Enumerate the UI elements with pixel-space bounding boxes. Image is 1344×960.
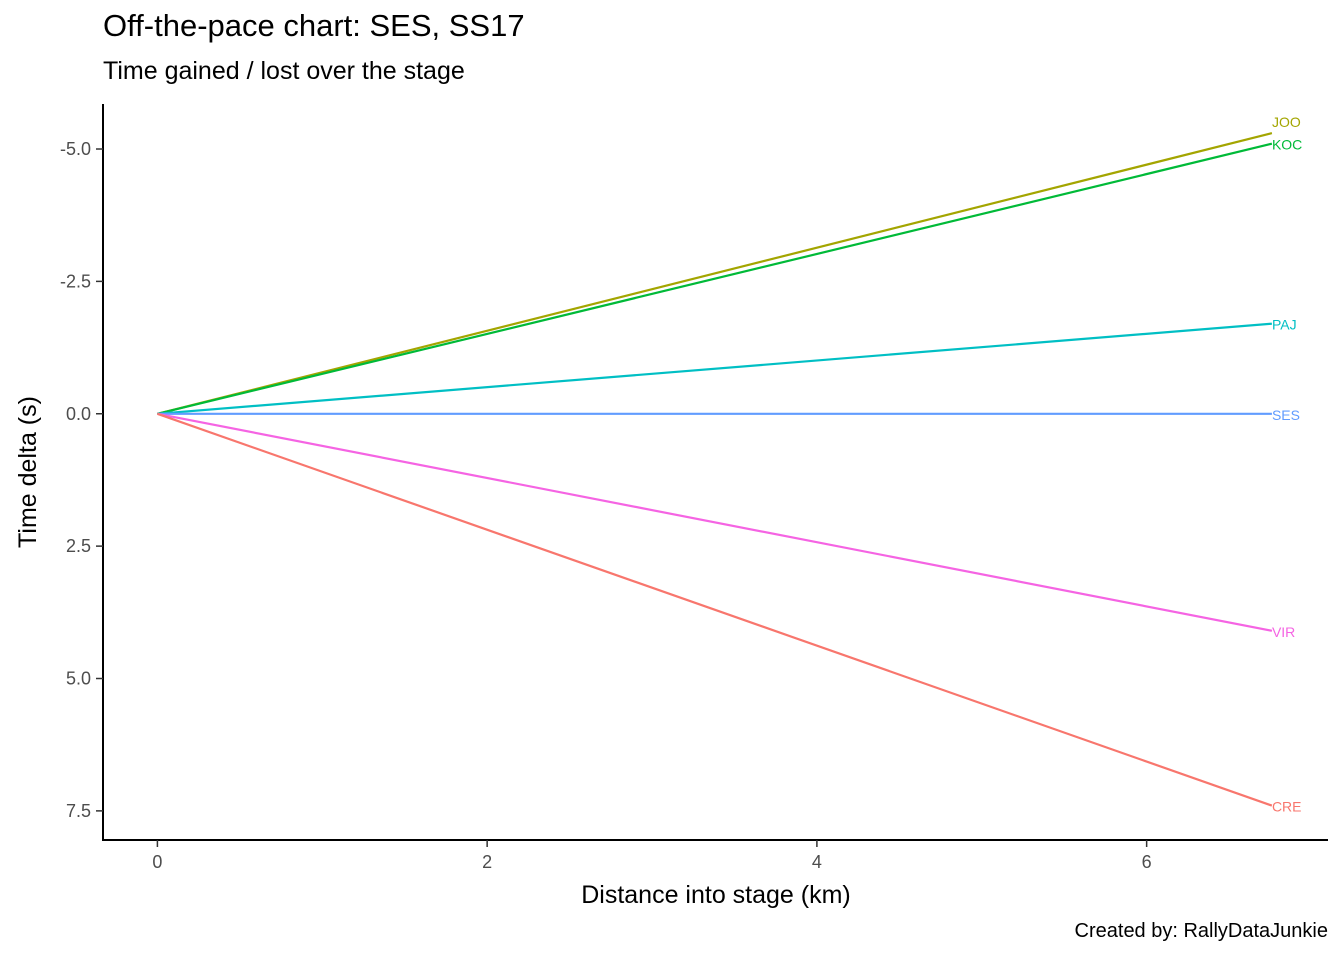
x-tick-label: 2 <box>482 852 492 872</box>
series-label-ses: SES <box>1272 407 1300 423</box>
x-tick-label: 6 <box>1142 852 1152 872</box>
y-tick-label: 2.5 <box>66 536 91 556</box>
chart-title: Off-the-pace chart: SES, SS17 <box>103 8 525 43</box>
x-axis-title: Distance into stage (km) <box>581 881 851 909</box>
x-tick-label: 0 <box>152 852 162 872</box>
series-line-vir <box>157 412 1273 632</box>
series-label-paj: PAJ <box>1272 317 1297 333</box>
series-label-koc: KOC <box>1272 137 1302 153</box>
chart-subtitle: Time gained / lost over the stage <box>103 57 465 85</box>
y-tick-label: 7.5 <box>66 801 91 821</box>
series-layer <box>157 132 1273 807</box>
chart-caption: Created by: RallyDataJunkie <box>1074 920 1328 942</box>
series-line-cre <box>157 412 1273 807</box>
y-tick-label: 0.0 <box>66 404 91 424</box>
series-label-joo: JOO <box>1272 114 1301 130</box>
y-tick-label: -5.0 <box>60 139 91 159</box>
y-tick-label: -2.5 <box>60 271 91 291</box>
series-label-cre: CRE <box>1272 799 1302 815</box>
x-tick-label: 4 <box>812 852 822 872</box>
ticks-layer: 0 2 4 6 -5.0 -2.5 0.0 2.5 5.0 7.5 <box>60 139 1152 872</box>
y-tick-label: 5.0 <box>66 669 91 689</box>
axes-layer <box>102 104 1328 841</box>
series-line-paj <box>157 322 1272 415</box>
series-labels-layer: JOO KOC PAJ SES VIR CRE <box>1272 114 1302 814</box>
series-line-joo <box>157 132 1273 415</box>
y-axis-title: Time delta (s) <box>14 396 42 548</box>
series-line-koc <box>157 142 1273 415</box>
series-label-vir: VIR <box>1272 624 1295 640</box>
